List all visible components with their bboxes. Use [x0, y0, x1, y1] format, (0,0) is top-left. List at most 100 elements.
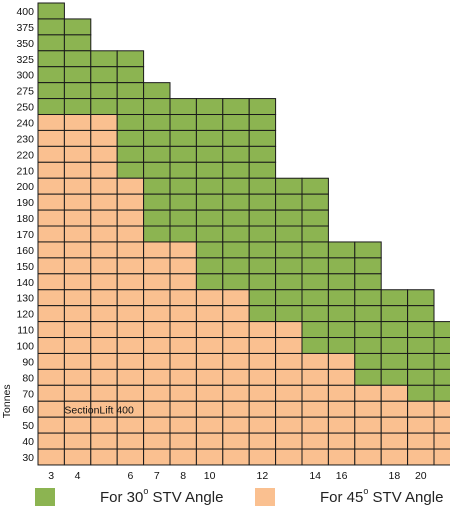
cell-45deg [248, 400, 277, 418]
cell-45deg [37, 145, 65, 163]
y-tick-label: 160 [16, 245, 34, 257]
cell-30deg [301, 257, 329, 275]
cell-45deg [380, 432, 409, 450]
x-tick-label: 3 [48, 470, 54, 480]
cell-30deg [37, 34, 65, 52]
cell-45deg [248, 368, 277, 386]
cell-45deg [143, 384, 171, 402]
cell-45deg [169, 337, 197, 354]
cell-30deg [248, 305, 277, 323]
cell-30deg [90, 66, 118, 84]
y-tick-label: 220 [16, 149, 34, 161]
cell-45deg [195, 400, 224, 418]
cell-45deg [248, 337, 277, 354]
y-tick-label: 110 [17, 325, 34, 337]
cell-45deg [248, 448, 277, 466]
y-tick-label: 400 [16, 6, 34, 18]
cell-30deg [354, 305, 382, 323]
cell-45deg [37, 321, 65, 339]
cell-30deg [275, 257, 303, 275]
cell-45deg [37, 305, 65, 323]
cell-45deg [116, 241, 145, 259]
y-tick-label: 240 [16, 117, 34, 129]
cell-45deg [90, 448, 118, 466]
cell-30deg [169, 98, 197, 116]
cell-30deg [37, 98, 65, 116]
cell-30deg [327, 289, 356, 307]
legend-item-45deg: For 45o STV Angle [255, 484, 443, 509]
cell-30deg [222, 114, 250, 131]
cell-30deg [143, 129, 171, 147]
cell-30deg [222, 225, 250, 243]
cell-30deg [407, 305, 435, 323]
cell-30deg [169, 129, 197, 147]
y-tick-label: 250 [16, 102, 34, 114]
cell-30deg [116, 114, 145, 131]
cell-30deg [248, 114, 277, 131]
cell-30deg [222, 129, 250, 147]
cell-30deg [63, 18, 92, 36]
cell-30deg [143, 145, 171, 163]
y-tick-label: 140 [16, 277, 34, 289]
cell-45deg [37, 257, 65, 275]
cell-45deg [116, 209, 145, 227]
cell-30deg [63, 66, 92, 84]
cell-45deg [222, 384, 250, 402]
cell-30deg [301, 177, 329, 195]
cell-30deg [248, 177, 277, 195]
legend-item-30deg: For 30o STV Angle [35, 484, 223, 509]
x-tick-label: 4 [75, 470, 81, 480]
cell-45deg [222, 432, 250, 450]
cell-30deg [248, 225, 277, 243]
cell-30deg [275, 209, 303, 227]
cell-30deg [37, 2, 65, 20]
cell-45deg [63, 177, 92, 195]
cell-45deg [195, 384, 224, 402]
cell-30deg [275, 273, 303, 291]
cell-30deg [275, 305, 303, 323]
cell-30deg [380, 289, 409, 307]
y-axis-label: Tonnes [1, 384, 13, 418]
cell-45deg [116, 225, 145, 243]
cell-45deg [63, 129, 92, 147]
cell-45deg [327, 416, 356, 434]
cell-30deg [169, 209, 197, 227]
cell-30deg [169, 177, 197, 195]
x-tick-label: 7 [154, 470, 160, 480]
cell-30deg [169, 161, 197, 179]
cell-45deg [169, 241, 197, 259]
cell-45deg [195, 305, 224, 323]
cell-45deg [90, 193, 118, 211]
x-tick-label: 8 [180, 470, 186, 480]
cell-45deg [116, 337, 145, 354]
cell-45deg [301, 400, 329, 418]
cell-45deg [143, 352, 171, 370]
span-capacity-chart: 4003753503253002752502402302202102001901… [1, 2, 450, 480]
y-tick-label: 180 [16, 213, 34, 225]
cell-30deg [354, 352, 382, 370]
cell-45deg [195, 337, 224, 354]
cell-45deg [407, 432, 435, 450]
y-tick-label: 30 [22, 452, 34, 464]
cell-30deg [354, 337, 382, 354]
cell-45deg [169, 432, 197, 450]
cell-30deg [222, 177, 250, 195]
cell-45deg [301, 384, 329, 402]
cell-30deg [222, 241, 250, 259]
cell-45deg [433, 400, 450, 418]
y-tick-label: 120 [16, 309, 34, 321]
cell-45deg [63, 193, 92, 211]
cell-45deg [195, 416, 224, 434]
x-tick-label: 14 [309, 470, 321, 480]
cell-45deg [169, 305, 197, 323]
cell-30deg [143, 209, 171, 227]
cell-45deg [275, 416, 303, 434]
cell-30deg [433, 337, 450, 354]
cell-45deg [37, 368, 65, 386]
cell-45deg [143, 257, 171, 275]
cell-45deg [275, 432, 303, 450]
cell-45deg [222, 289, 250, 307]
cell-30deg [195, 145, 224, 163]
cell-45deg [37, 177, 65, 195]
cell-30deg [37, 18, 65, 36]
